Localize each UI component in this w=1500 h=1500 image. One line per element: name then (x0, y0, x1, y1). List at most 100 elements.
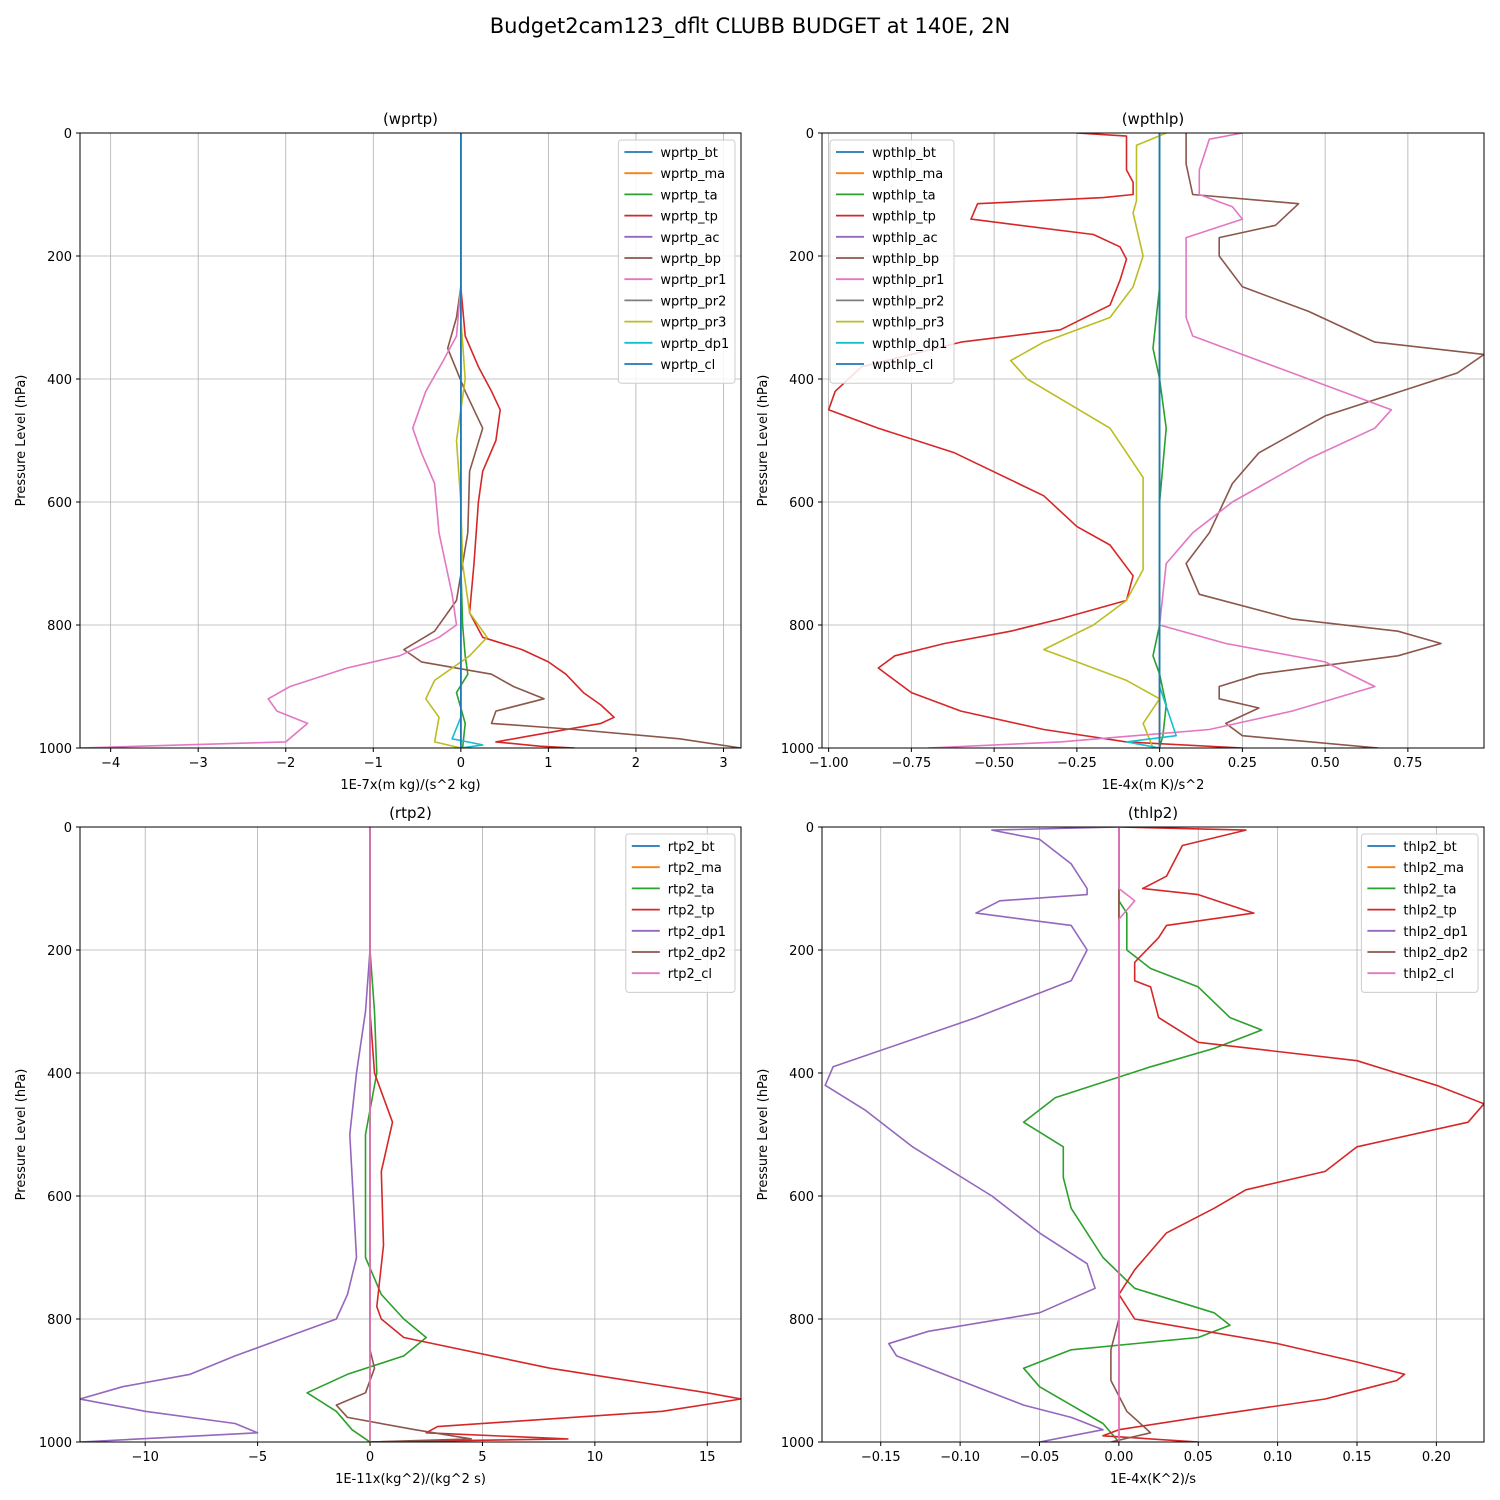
x-tick-label: −1 (364, 756, 383, 771)
legend-label-wpthlp_pr1: wpthlp_pr1 (872, 273, 944, 288)
legend-label-wpthlp_pr2: wpthlp_pr2 (872, 294, 944, 309)
x-tick-label: 5 (478, 1450, 486, 1465)
x-tick-label: −0.15 (861, 1450, 901, 1465)
y-tick-label: 200 (47, 250, 72, 265)
x-tick-label: 0.00 (1145, 756, 1174, 771)
legend-label-wpthlp_bp: wpthlp_bp (872, 252, 939, 267)
legend-label-wprtp_bt: wprtp_bt (660, 146, 717, 161)
panel-title: (thlp2) (1128, 804, 1178, 822)
legend-label-wpthlp_dp1: wpthlp_dp1 (872, 337, 947, 352)
y-tick-label: 400 (47, 1067, 72, 1082)
legend-label-wpthlp_ma: wpthlp_ma (872, 167, 943, 182)
x-tick-label: −4 (101, 756, 120, 771)
y-tick-label: 600 (789, 496, 814, 511)
panel-title: (wpthlp) (1122, 110, 1185, 128)
series-line-thlp2_tp (1102, 827, 1484, 1442)
x-tick-label: −0.25 (1057, 756, 1097, 771)
y-tick-label: 1000 (781, 742, 814, 757)
y-tick-label: 0 (806, 821, 814, 836)
series-group (827, 133, 1484, 748)
x-tick-label: 0.15 (1343, 1450, 1372, 1465)
y-tick-label: 600 (47, 1190, 72, 1205)
x-tick-label: −1.00 (809, 756, 849, 771)
legend-label-thlp2_ta: thlp2_ta (1403, 882, 1456, 897)
series-line-wprtp_tp (459, 133, 615, 748)
x-tick-label: −10 (131, 1450, 158, 1465)
legend-label-thlp2_bt: thlp2_bt (1403, 840, 1456, 855)
y-tick-label: 0 (806, 127, 814, 142)
legend-label-thlp2_dp2: thlp2_dp2 (1403, 946, 1468, 961)
legend-label-rtp2_dp1: rtp2_dp1 (668, 925, 726, 940)
series-group (824, 827, 1484, 1442)
y-tick-label: 600 (789, 1190, 814, 1205)
legend-label-thlp2_ma: thlp2_ma (1403, 861, 1464, 876)
x-tick-label: 0 (457, 756, 465, 771)
legend-label-wpthlp_tp: wpthlp_tp (872, 210, 936, 225)
x-tick-label: 0.50 (1311, 756, 1340, 771)
series-line-wprtp_pr1 (80, 133, 462, 748)
x-tick-label: −0.75 (891, 756, 931, 771)
series-line-wprtp_bp (403, 133, 741, 748)
series-line-rtp2_tp (369, 827, 741, 1442)
legend-label-thlp2_dp1: thlp2_dp1 (1403, 925, 1468, 940)
legend-label-rtp2_tp: rtp2_tp (668, 904, 715, 919)
axes-frame (79, 132, 742, 749)
axes-frame (79, 826, 742, 1443)
series-line-wpthlp_tp (827, 133, 1243, 748)
series-line-wpthlp_bp (1185, 133, 1484, 748)
x-tick-label: 15 (699, 1450, 716, 1465)
x-tick-label: 3 (719, 756, 727, 771)
series-line-thlp2_ta (1022, 827, 1263, 1442)
y-tick-label: 400 (789, 1067, 814, 1082)
x-tick-label: 0.20 (1422, 1450, 1451, 1465)
x-tick-label: −0.05 (1020, 1450, 1060, 1465)
figure-suptitle: Budget2cam123_dflt CLUBB BUDGET at 140E,… (489, 14, 1011, 38)
legend-label-wprtp_cl: wprtp_cl (660, 358, 715, 373)
x-axis-label: 1E-7x(m kg)/(s^2 kg) (340, 778, 480, 793)
series-line-rtp2_ta (306, 827, 428, 1442)
legend-label-wpthlp_pr3: wpthlp_pr3 (872, 316, 944, 331)
y-tick-label: 200 (789, 944, 814, 959)
legend-label-wpthlp_bt: wpthlp_bt (872, 146, 936, 161)
x-tick-label: −3 (189, 756, 208, 771)
x-tick-label: −0.10 (940, 1450, 980, 1465)
axes-frame (821, 826, 1485, 1443)
legend-label-wprtp_ac: wprtp_ac (660, 231, 719, 246)
series-line-wpthlp_pr1 (927, 133, 1393, 748)
y-tick-label: 0 (64, 821, 72, 836)
y-tick-label: 800 (789, 1313, 814, 1328)
x-tick-label: 1 (544, 756, 552, 771)
series-line-thlp2_dp2 (1110, 827, 1152, 1442)
x-axis-label: 1E-4x(m K)/s^2 (1102, 778, 1205, 793)
y-axis-label: Pressure Level (hPa) (14, 1069, 29, 1201)
y-tick-label: 400 (47, 373, 72, 388)
legend-label-wpthlp_ta: wpthlp_ta (872, 188, 936, 203)
legend-label-wprtp_ta: wprtp_ta (660, 188, 717, 203)
legend-label-rtp2_bt: rtp2_bt (668, 840, 715, 855)
legend-label-rtp2_ma: rtp2_ma (668, 861, 722, 876)
legend-label-wprtp_pr1: wprtp_pr1 (660, 273, 726, 288)
y-tick-label: 1000 (39, 1436, 72, 1451)
y-tick-label: 1000 (39, 742, 72, 757)
x-axis-label: 1E-4x(K^2)/s (1110, 1472, 1196, 1487)
axes-frame (821, 132, 1485, 749)
legend-label-wprtp_tp: wprtp_tp (660, 210, 717, 225)
legend-label-wprtp_pr3: wprtp_pr3 (660, 316, 726, 331)
x-tick-label: 0.25 (1228, 756, 1257, 771)
y-tick-label: 600 (47, 496, 72, 511)
x-tick-label: 0.10 (1263, 1450, 1292, 1465)
legend-label-wpthlp_cl: wpthlp_cl (872, 358, 933, 373)
series-group (80, 133, 741, 748)
series-line-wprtp_pr3 (424, 133, 488, 748)
x-tick-label: 0.00 (1104, 1450, 1133, 1465)
series-group (80, 827, 741, 1442)
legend-label-wprtp_ma: wprtp_ma (660, 167, 725, 182)
y-tick-label: 200 (47, 944, 72, 959)
legend-label-wprtp_dp1: wprtp_dp1 (660, 337, 729, 352)
y-tick-label: 0 (64, 127, 72, 142)
legend-label-wprtp_pr2: wprtp_pr2 (660, 294, 726, 309)
